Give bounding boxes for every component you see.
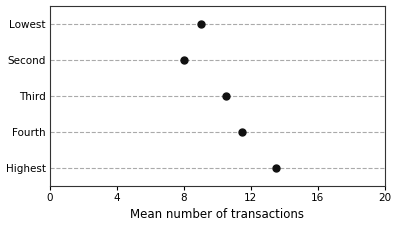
X-axis label: Mean number of transactions: Mean number of transactions [130, 208, 304, 222]
